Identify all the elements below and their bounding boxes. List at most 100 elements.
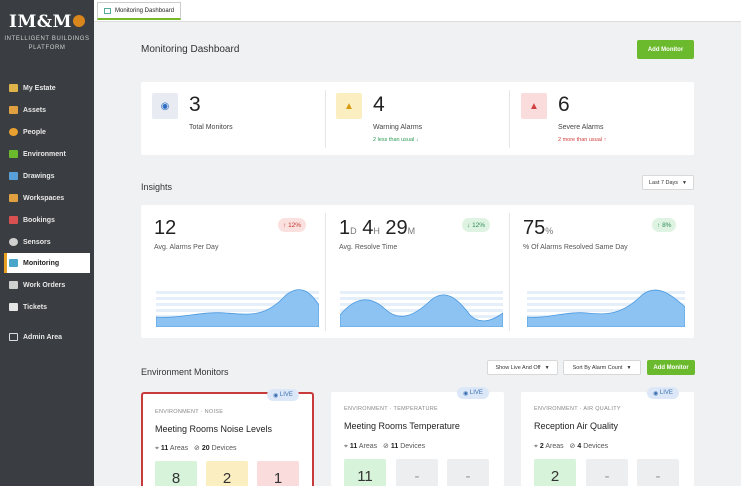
warning-count-box: 2 bbox=[206, 461, 248, 486]
days-unit: D bbox=[350, 226, 357, 236]
warning-count-box: - bbox=[396, 459, 438, 486]
device-icon: ⊘ bbox=[194, 445, 200, 452]
sidebar: IM&M INTELLIGENT BUILDINGS PLATFORM My E… bbox=[0, 0, 94, 486]
avg-alarms-value: 12 bbox=[154, 217, 177, 239]
tab-monitoring-dashboard[interactable]: Monitoring Dashboard bbox=[97, 2, 182, 20]
divider bbox=[509, 90, 510, 148]
sidebar-item-label: Assets bbox=[23, 106, 46, 114]
monitor-card-noise[interactable]: ◉ LIVE ENVIRONMENT · NOISE Meeting Rooms… bbox=[141, 389, 314, 486]
divider bbox=[325, 213, 326, 331]
sidebar-item-label: People bbox=[23, 128, 46, 136]
sidebar-item-sensors[interactable]: Sensors bbox=[4, 232, 90, 252]
sidebar-item-bookings[interactable]: Bookings bbox=[4, 210, 90, 230]
monitor-category: ENVIRONMENT · AIR QUALITY bbox=[534, 406, 621, 412]
hours-unit: H bbox=[373, 226, 380, 236]
monitor-title: Meeting Rooms Noise Levels bbox=[155, 424, 273, 434]
add-monitor-button[interactable]: Add Monitor bbox=[637, 40, 694, 59]
devices-label: Devices bbox=[400, 443, 426, 450]
pin-icon: ⌖ bbox=[344, 443, 348, 450]
device-icon: ⊘ bbox=[383, 443, 389, 450]
calendar-icon bbox=[9, 216, 18, 224]
eye-icon: ◉ bbox=[653, 390, 659, 397]
monitor-icon bbox=[9, 259, 18, 267]
live-badge-text: LIVE bbox=[279, 392, 293, 398]
insights-title: Insights bbox=[141, 182, 173, 192]
chevron-down-icon: ▼ bbox=[544, 364, 550, 371]
hours-value: 4 bbox=[362, 217, 374, 239]
devices-count: 20 bbox=[201, 445, 210, 452]
avg-resolve-time-badge: ↓ 12% bbox=[462, 218, 491, 232]
sidebar-item-people[interactable]: People bbox=[4, 122, 90, 142]
monitor-card-temperature[interactable]: ◉ LIVE ENVIRONMENT · TEMPERATURE Meeting… bbox=[331, 387, 504, 486]
sidebar-item-drawings[interactable]: Drawings bbox=[4, 166, 90, 186]
pin-icon: ⌖ bbox=[534, 443, 538, 450]
severe-count-box: 1 bbox=[257, 461, 299, 486]
arrow-down-icon: ↓ bbox=[467, 221, 471, 229]
sidebar-item-label: Work Orders bbox=[23, 281, 66, 289]
areas-count: 2 bbox=[539, 443, 544, 450]
insights-card: 12 Avg. Alarms Per Day ↑ 12% 1D 4H 29M A… bbox=[141, 205, 694, 338]
monitor-title: Reception Air Quality bbox=[534, 421, 619, 431]
monitor-meta: ⌖ 11 Areas ⊘ 11 Devices bbox=[344, 442, 425, 451]
minutes-value: 29 bbox=[385, 217, 408, 239]
live-badge-text: LIVE bbox=[659, 390, 673, 396]
desk-icon bbox=[9, 194, 18, 202]
sidebar-item-tickets[interactable]: Tickets bbox=[4, 297, 90, 317]
box-icon bbox=[9, 106, 18, 114]
resolved-same-day-badge-text: 8% bbox=[662, 221, 672, 229]
sidebar-item-label: Bookings bbox=[23, 216, 55, 224]
add-environment-monitor-button[interactable]: Add Monitor bbox=[647, 360, 695, 375]
device-icon: ⊘ bbox=[569, 443, 576, 450]
severe-alarms-value: 6 bbox=[558, 93, 570, 116]
sidebar-item-admin-area[interactable]: Admin Area bbox=[4, 327, 90, 347]
eye-icon: ◉ bbox=[273, 392, 279, 399]
sidebar-item-label: Environment bbox=[23, 150, 66, 158]
arrow-up-icon: ↑ bbox=[283, 221, 287, 229]
monitor-meta: ⌖ 11 Areas ⊘ 20 Devices bbox=[155, 444, 237, 453]
logo-subtitle: INTELLIGENT BUILDINGS PLATFORM bbox=[0, 35, 94, 53]
sidebar-item-assets[interactable]: Assets bbox=[4, 100, 90, 120]
eye-icon: ◉ bbox=[152, 93, 178, 119]
tab-bar: Monitoring Dashboard bbox=[94, 0, 741, 22]
monitor-meta: ⌖ 2 Areas ⊘ 4 Devices bbox=[534, 442, 608, 451]
monitor-card-air-quality[interactable]: ◉ LIVE ENVIRONMENT · AIR QUALITY Recepti… bbox=[521, 387, 694, 486]
status-filter-dropdown[interactable]: Show Live And Off ▼ bbox=[487, 360, 558, 375]
arrow-up-icon: ↑ bbox=[657, 221, 661, 229]
logo-mark-icon bbox=[72, 14, 85, 27]
arrow-up-icon: ↑ bbox=[603, 137, 607, 143]
sidebar-item-work-orders[interactable]: Work Orders bbox=[4, 275, 90, 295]
people-icon bbox=[9, 128, 18, 136]
areas-count: 11 bbox=[160, 445, 169, 452]
days-value: 1 bbox=[339, 217, 351, 239]
sparkline-area bbox=[527, 289, 685, 327]
sidebar-item-environment[interactable]: Environment bbox=[4, 144, 90, 164]
sidebar-item-label: My Estate bbox=[23, 84, 56, 92]
ok-count-box: 8 bbox=[155, 461, 197, 486]
monitor-category: ENVIRONMENT · TEMPERATURE bbox=[344, 406, 438, 412]
sidebar-item-workspaces[interactable]: Workspaces bbox=[4, 188, 90, 208]
avg-alarms-badge: ↑ 12% bbox=[278, 218, 307, 232]
chevron-down-icon: ▼ bbox=[626, 364, 632, 371]
total-monitors-label: Total Monitors bbox=[189, 124, 233, 131]
logo[interactable]: IM&M INTELLIGENT BUILDINGS PLATFORM bbox=[0, 12, 94, 53]
sidebar-item-my-estate[interactable]: My Estate bbox=[4, 78, 90, 98]
avg-resolve-time-label: Avg. Resolve Time bbox=[339, 244, 398, 251]
bell-icon: ▲ bbox=[521, 93, 547, 119]
resolved-same-day-label: % Of Alarms Resolved Same Day bbox=[523, 244, 628, 251]
sparkline-area bbox=[340, 294, 503, 327]
sidebar-item-label: Sensors bbox=[23, 238, 51, 246]
sidebar-item-label: Tickets bbox=[23, 303, 47, 311]
areas-label: Areas bbox=[358, 443, 378, 450]
sidebar-item-monitoring[interactable]: Monitoring bbox=[4, 253, 90, 273]
page-title: Monitoring Dashboard bbox=[141, 44, 240, 55]
date-range-dropdown[interactable]: Last 7 Days ▼ bbox=[642, 175, 694, 190]
total-monitors-value: 3 bbox=[189, 93, 201, 116]
severe-count-box: - bbox=[447, 459, 489, 486]
stats-card: ◉ 3 Total Monitors ▲ 4 Warning Alarms 2 … bbox=[141, 82, 694, 155]
ticket-icon bbox=[9, 303, 18, 311]
minutes-unit: M bbox=[407, 226, 416, 236]
live-badge: ◉ LIVE bbox=[267, 389, 299, 401]
eye-icon: ◉ bbox=[463, 390, 469, 397]
sort-dropdown[interactable]: Sort By Alarm Count ▼ bbox=[563, 360, 641, 375]
monitor-title: Meeting Rooms Temperature bbox=[344, 421, 460, 431]
